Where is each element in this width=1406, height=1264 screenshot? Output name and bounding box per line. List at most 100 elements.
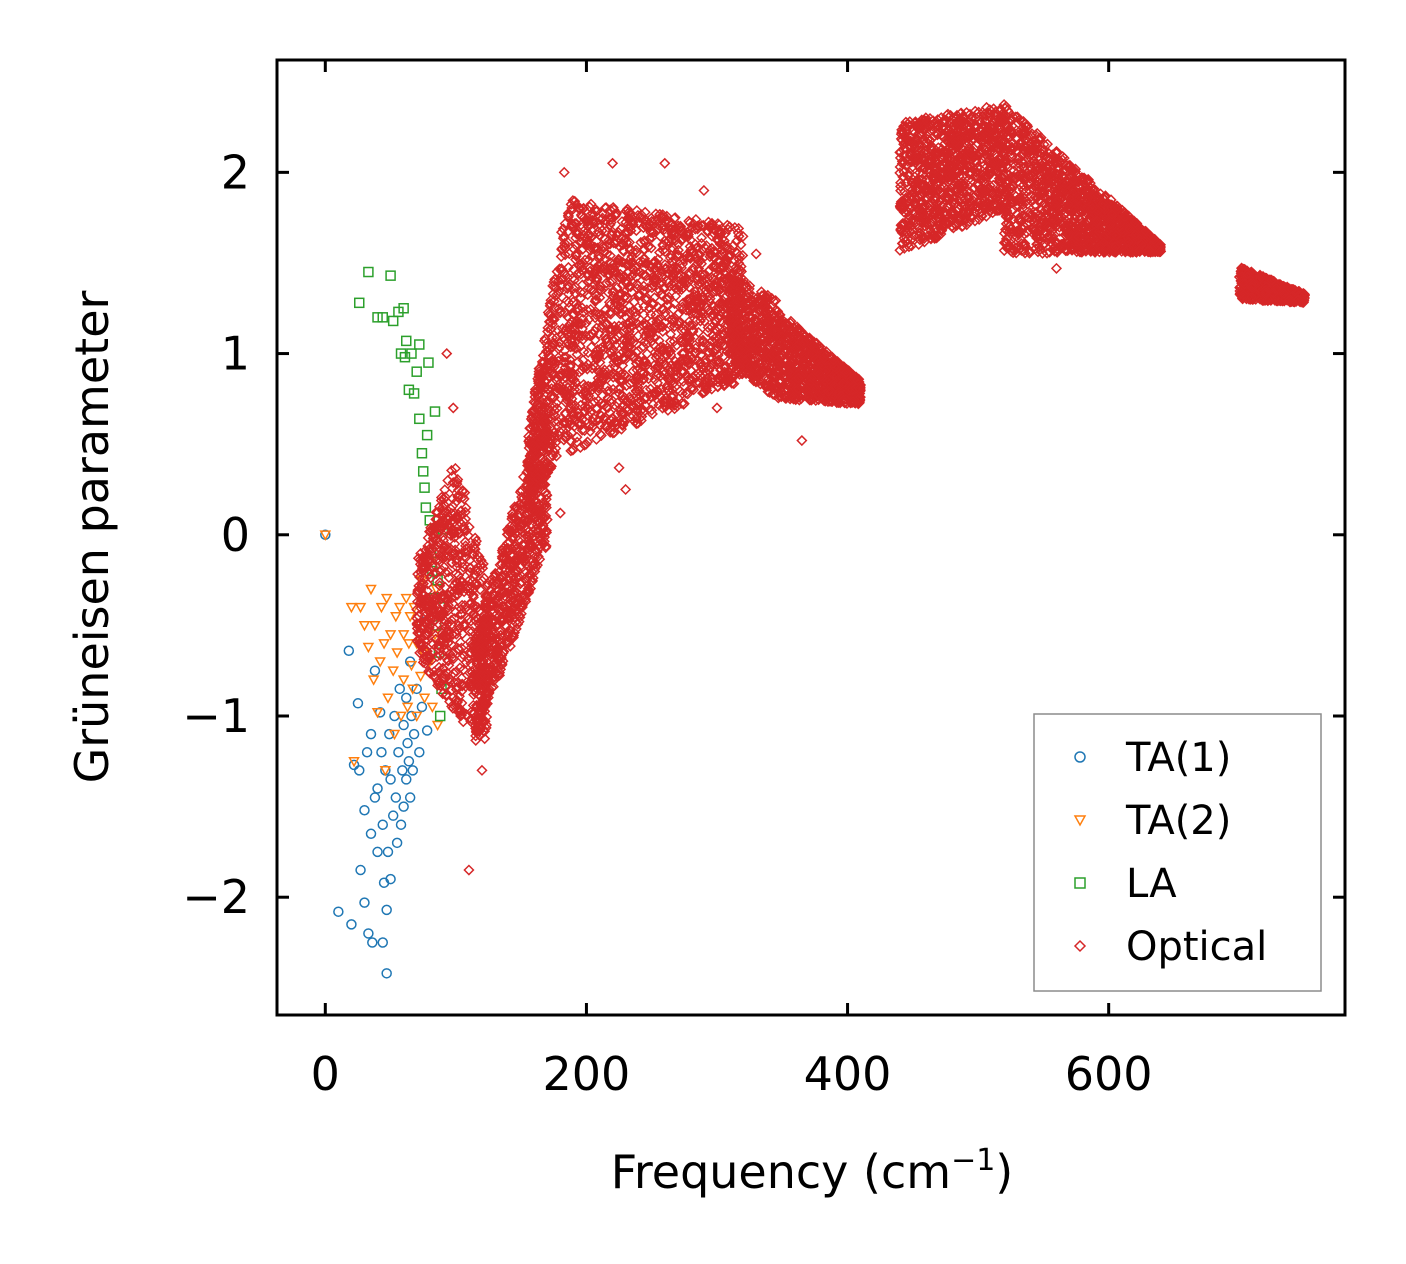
- optical-point: [463, 677, 475, 689]
- ta1-point: [408, 728, 420, 740]
- ta1-point: [381, 904, 392, 916]
- optical-point: [431, 521, 443, 533]
- optical-point: [525, 470, 537, 482]
- optical-point: [470, 730, 482, 742]
- optical-point: [642, 373, 655, 385]
- optical-point: [460, 540, 472, 552]
- optical-point: [442, 655, 454, 667]
- optical-point: [430, 671, 442, 683]
- optical-point: [478, 572, 490, 584]
- la-point: [414, 339, 425, 350]
- optical-point: [687, 319, 699, 331]
- optical-point: [439, 615, 451, 627]
- optical-point: [438, 499, 450, 511]
- ta1-point: [384, 728, 395, 740]
- ta2-point: [397, 630, 410, 641]
- optical-point: [471, 680, 483, 692]
- ta1-point: [385, 774, 396, 785]
- optical-point: [467, 601, 480, 613]
- optical-point: [542, 325, 554, 338]
- ta1-point: [390, 792, 402, 803]
- optical-point: [524, 477, 536, 489]
- optical-point: [470, 656, 482, 668]
- optical-point: [456, 608, 468, 620]
- optical-point: [503, 559, 515, 571]
- optical-point: [548, 446, 560, 458]
- optical-point: [454, 636, 467, 648]
- optical-point: [437, 606, 449, 618]
- series-la: [354, 266, 449, 722]
- optical-point: [525, 422, 537, 434]
- optical-point: [566, 218, 578, 230]
- optical-point: [540, 427, 552, 439]
- optical-point: [502, 581, 514, 593]
- ta1-point: [359, 804, 370, 816]
- optical-point: [511, 608, 523, 620]
- optical-point: [474, 679, 487, 691]
- optical-point: [512, 503, 524, 516]
- optical-point: [464, 554, 476, 566]
- ta2-point: [407, 684, 419, 695]
- optical-point: [425, 606, 437, 618]
- optical-point: [446, 592, 458, 604]
- ta2-point: [431, 720, 444, 732]
- optical-point: [488, 598, 500, 610]
- optical-point: [451, 589, 463, 601]
- optical-point: [497, 542, 509, 554]
- optical-point: [523, 430, 535, 443]
- optical-point: [474, 683, 486, 695]
- optical-point: [456, 652, 468, 664]
- ta1-point: [369, 792, 381, 803]
- optical-point: [456, 685, 468, 697]
- optical-point: [548, 368, 560, 380]
- optical-point: [411, 604, 423, 616]
- optical-point: [470, 734, 482, 746]
- optical-point: [550, 437, 562, 449]
- optical-point: [551, 382, 563, 394]
- optical-point: [434, 576, 446, 589]
- optical-point: [468, 540, 480, 552]
- optical-point: [503, 627, 515, 639]
- optical-point: [445, 638, 457, 650]
- optical-point: [457, 561, 469, 573]
- optical-point: [554, 425, 566, 437]
- ta1-point: [414, 746, 425, 758]
- optical-point: [415, 596, 427, 608]
- optical-point: [464, 566, 476, 578]
- optical-point: [507, 570, 519, 582]
- optical-point: [553, 285, 565, 297]
- ta1-point: [393, 746, 404, 758]
- optical-point: [519, 538, 532, 550]
- optical-point: [537, 473, 549, 485]
- la-point: [399, 351, 411, 363]
- optical-point: [452, 484, 464, 496]
- optical-point: [496, 640, 508, 652]
- optical-point: [476, 705, 488, 717]
- optical-point: [540, 542, 552, 554]
- optical-point: [432, 506, 444, 518]
- ta1-point: [372, 846, 383, 858]
- optical-point: [497, 586, 509, 598]
- optical-point: [546, 318, 558, 330]
- optical-point: [548, 401, 560, 413]
- la-point: [401, 335, 412, 347]
- optical-point: [424, 611, 436, 623]
- optical-point: [540, 499, 552, 511]
- optical-point: [548, 295, 560, 307]
- optical-point: [438, 516, 450, 528]
- optical-point: [501, 587, 513, 599]
- optical-point: [442, 566, 454, 578]
- ta2-point: [395, 711, 407, 723]
- optical-point: [421, 629, 433, 641]
- optical-point: [463, 625, 475, 637]
- optical-point: [437, 534, 450, 546]
- optical-point: [543, 366, 556, 379]
- optical-point: [462, 613, 475, 625]
- optical-point: [537, 522, 549, 534]
- optical-point: [450, 665, 462, 678]
- ta1-point: [363, 928, 374, 939]
- optical-point: [547, 337, 560, 349]
- ta2-point: [365, 584, 377, 596]
- ta1-point: [401, 692, 412, 704]
